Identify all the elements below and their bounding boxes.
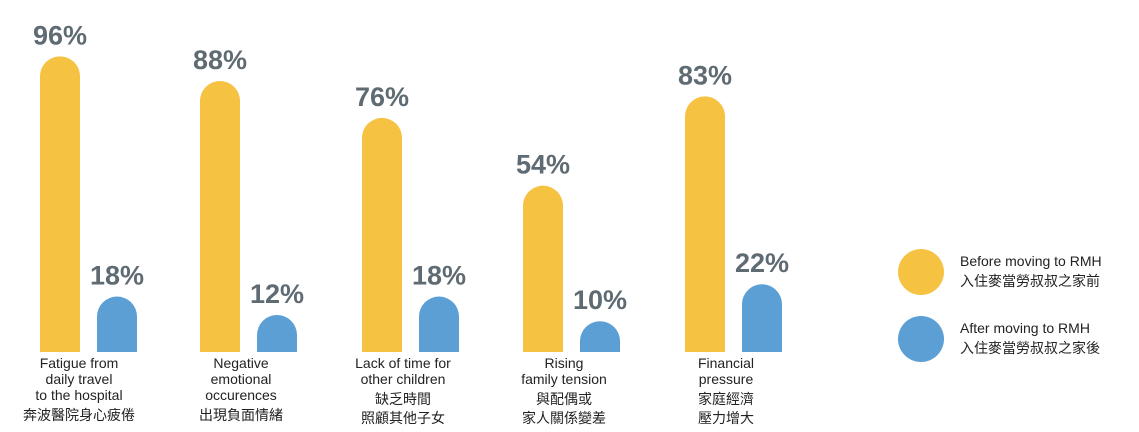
bar-after-5 [742, 284, 782, 352]
bar-before-2 [200, 80, 240, 353]
bar-after-3 [419, 296, 459, 352]
category-label-2-en-2: emotional [211, 371, 272, 387]
value-label-before-3: 76% [355, 82, 409, 112]
category-label-3-en-1: Lack of time for [355, 355, 451, 371]
category-label-5-zh-1: 家庭經濟 [698, 391, 754, 408]
bar-after-2 [257, 315, 297, 352]
bar-before-1 [40, 56, 80, 352]
bars-group [40, 56, 782, 353]
value-label-after-4: 10% [573, 285, 627, 315]
value-labels-group: 96% 88% 76% 54% 83% 18% 12% 18% 10% 22% [33, 20, 789, 315]
bar-before-4 [523, 185, 563, 352]
legend-label-after-en: After moving to RMH [960, 320, 1090, 336]
legend-label-before-en: Before moving to RMH [960, 253, 1102, 269]
category-label-4-en-2: family tension [521, 371, 607, 387]
bar-after-4 [580, 321, 620, 352]
category-label-3-en-2: other children [361, 371, 446, 387]
category-label-4-zh-2: 家人關係變差 [522, 410, 606, 427]
category-label-1-en-1: Fatigue from [40, 355, 119, 371]
bar-before-3 [362, 117, 402, 352]
category-label-2-zh-1: 出現負面情緒 [199, 408, 283, 424]
category-label-2-en-3: occurences [205, 387, 277, 403]
value-label-after-3: 18% [412, 261, 466, 291]
category-label-2-en-1: Negative [213, 355, 268, 371]
legend-label-after-zh: 入住麥當勞叔叔之家後 [960, 340, 1100, 357]
category-label-5-zh-2: 壓力增大 [698, 411, 754, 427]
category-label-1-en-2: daily travel [46, 371, 113, 387]
category-label-5-en-1: Financial [698, 355, 754, 371]
legend: Before moving to RMH 入住麥當勞叔叔之家前 After movi… [898, 249, 1102, 362]
value-label-after-5: 22% [735, 248, 789, 278]
value-label-before-5: 83% [678, 60, 732, 90]
legend-swatch-before [898, 249, 944, 295]
value-label-before-2: 88% [193, 45, 247, 75]
category-label-3-zh-2: 照顧其他子女 [361, 410, 445, 427]
category-label-1-en-3: to the hospital [35, 387, 122, 403]
value-label-after-1: 18% [90, 261, 144, 291]
value-label-after-2: 12% [250, 279, 304, 309]
legend-label-before-zh: 入住麥當勞叔叔之家前 [960, 273, 1100, 290]
category-label-3-zh-1: 缺乏時間 [375, 392, 431, 408]
category-label-4-zh-1: 與配偶或 [536, 392, 592, 408]
bar-before-5 [685, 96, 725, 352]
category-label-1-zh-1: 奔波醫院身心疲倦 [23, 407, 135, 424]
bar-after-1 [97, 296, 137, 352]
value-label-before-1: 96% [33, 20, 87, 50]
category-label-5-en-2: pressure [699, 371, 754, 387]
legend-swatch-after [898, 316, 944, 362]
value-label-before-4: 54% [516, 150, 570, 180]
category-label-4-en-1: Rising [545, 355, 584, 371]
